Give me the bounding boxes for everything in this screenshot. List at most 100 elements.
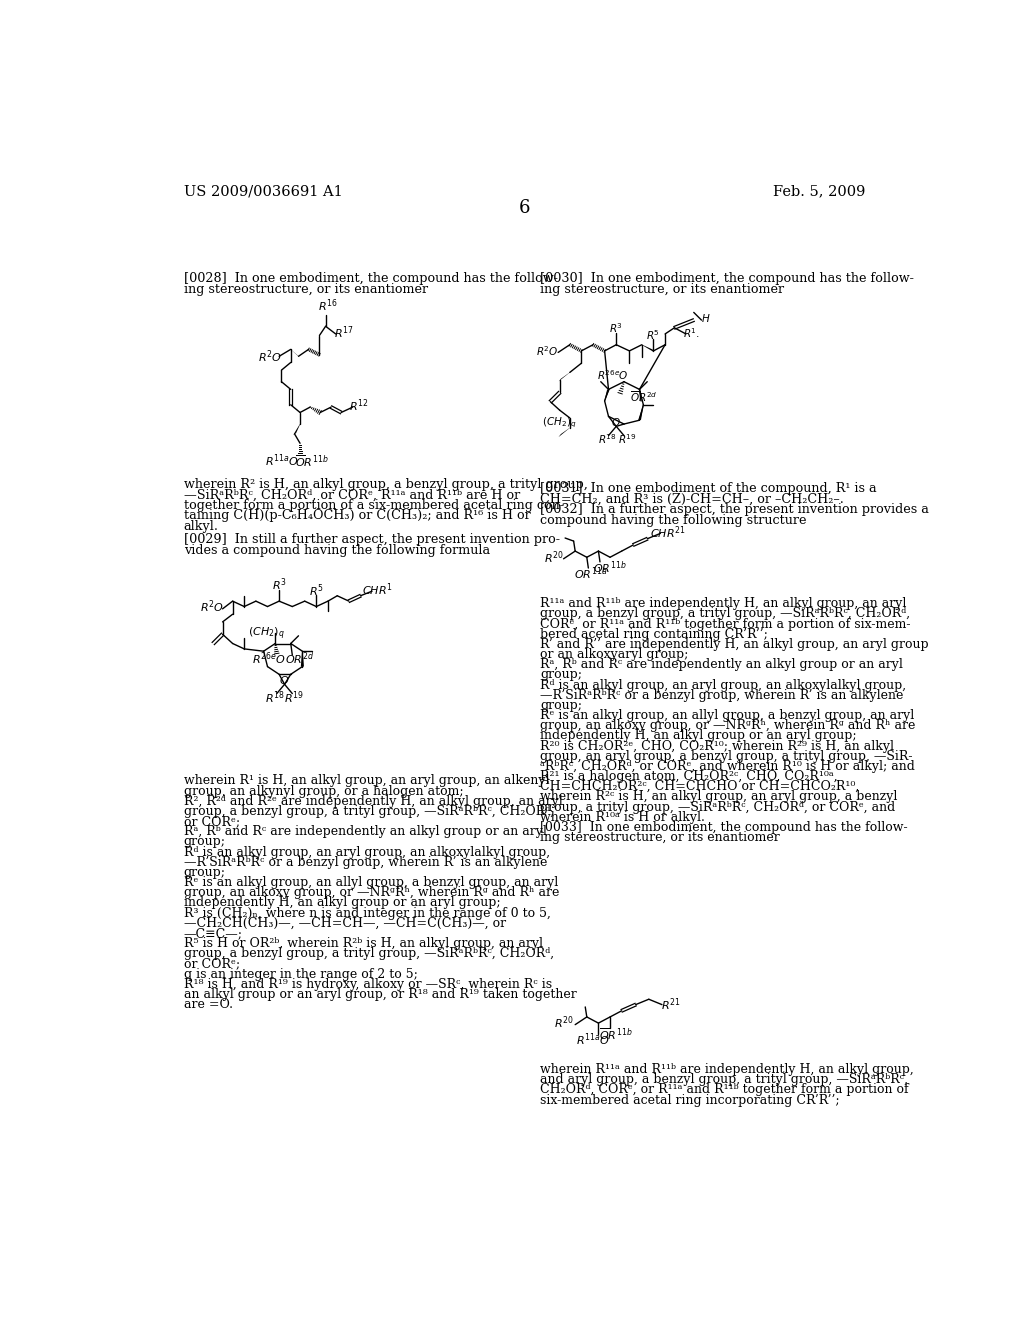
Text: are =O.: are =O. bbox=[183, 998, 232, 1011]
Text: $R^{11a}O$: $R^{11a}O$ bbox=[577, 1032, 610, 1048]
Text: wherein R¹⁰ᵃ is H or alkyl.: wherein R¹⁰ᵃ is H or alkyl. bbox=[541, 810, 706, 824]
Text: group, an alkynyl group, or a halogen atom;: group, an alkynyl group, or a halogen at… bbox=[183, 784, 464, 797]
Text: or an alkoxyaryl group;: or an alkoxyaryl group; bbox=[541, 648, 689, 661]
Text: R³ is (CH₂)ₙ, where n is and integer in the range of 0 to 5,: R³ is (CH₂)ₙ, where n is and integer in … bbox=[183, 907, 551, 920]
Text: wherein R¹ is H, an alkyl group, an aryl group, an alkenyl: wherein R¹ is H, an alkyl group, an aryl… bbox=[183, 775, 549, 788]
Text: wherein R²ᶜ is H, an alkyl group, an aryl group, a benzyl: wherein R²ᶜ is H, an alkyl group, an ary… bbox=[541, 791, 898, 804]
Text: group, a benzyl group, a trityl group, —SiRᵃRᵇRᶜ, CH₂ORᵈ,: group, a benzyl group, a trityl group, —… bbox=[183, 948, 554, 960]
Text: group, an alkoxy group, or —NRᵍRʰ, wherein Rᵍ and Rʰ are: group, an alkoxy group, or —NRᵍRʰ, where… bbox=[541, 719, 915, 733]
Text: together form a portion of a six-membered acetal ring con-: together form a portion of a six-membere… bbox=[183, 499, 564, 512]
Polygon shape bbox=[559, 372, 570, 381]
Text: $OR^{2d}$: $OR^{2d}$ bbox=[286, 651, 314, 667]
Text: R², R²ᵈ and R²ᵉ are independently H, an alkyl group, an aryl: R², R²ᵈ and R²ᵉ are independently H, an … bbox=[183, 795, 562, 808]
Text: 6: 6 bbox=[519, 199, 530, 216]
Polygon shape bbox=[638, 405, 644, 421]
Text: six-membered acetal ring incorporating CR’R’’;: six-membered acetal ring incorporating C… bbox=[541, 1094, 840, 1106]
Text: independently H, an alkyl group or an aryl group;: independently H, an alkyl group or an ar… bbox=[541, 730, 857, 742]
Text: taining C(H)(p-C₆H₄OCH₃) or C(CH₃)₂; and R¹⁶ is H or: taining C(H)(p-C₆H₄OCH₃) or C(CH₃)₂; and… bbox=[183, 510, 530, 523]
Text: —C≡C—;: —C≡C—; bbox=[183, 927, 243, 940]
Text: [0033]  In one embodiment, the compound has the follow-: [0033] In one embodiment, the compound h… bbox=[541, 821, 908, 834]
Text: group;: group; bbox=[183, 836, 226, 849]
Text: $OR^{11b}$: $OR^{11b}$ bbox=[593, 560, 627, 577]
Text: $\overline{O}R^{11b}$: $\overline{O}R^{11b}$ bbox=[295, 453, 329, 469]
Text: $R^{19}$: $R^{19}$ bbox=[284, 689, 304, 706]
Text: Rᵃ, Rᵇ and Rᶜ are independently an alkyl group or an aryl: Rᵃ, Rᵇ and Rᶜ are independently an alkyl… bbox=[183, 825, 547, 838]
Text: —R’SiRᵃRᵇRᶜ or a benzyl group, wherein R’ is an alkylene: —R’SiRᵃRᵇRᶜ or a benzyl group, wherein R… bbox=[183, 855, 547, 869]
Text: R²¹ is a halogen atom, CH₂OR²ᶜ, CHO, CO₂R¹⁰ᵃ,: R²¹ is a halogen atom, CH₂OR²ᶜ, CHO, CO₂… bbox=[541, 770, 838, 783]
Text: US 2009/0036691 A1: US 2009/0036691 A1 bbox=[183, 185, 343, 198]
Text: CH=CH₂, and R³ is (Z)-CH=CH–, or –CH₂CH₂–.: CH=CH₂, and R³ is (Z)-CH=CH–, or –CH₂CH₂… bbox=[541, 492, 844, 506]
Text: CH₂ORᵈ, CORᵉ, or R¹¹ᵃ and R¹¹ᵇ together form a portion of: CH₂ORᵈ, CORᵉ, or R¹¹ᵃ and R¹¹ᵇ together … bbox=[541, 1084, 909, 1097]
Text: $R^{3}$: $R^{3}$ bbox=[271, 577, 287, 593]
Text: independently H, an alkyl group or an aryl group;: independently H, an alkyl group or an ar… bbox=[183, 896, 501, 909]
Text: R¹¹ᵃ and R¹¹ᵇ are independently H, an alkyl group, an aryl: R¹¹ᵃ and R¹¹ᵇ are independently H, an al… bbox=[541, 598, 906, 610]
Text: or CORᵉ;: or CORᵉ; bbox=[183, 957, 240, 970]
Text: vides a compound having the following formula: vides a compound having the following fo… bbox=[183, 544, 489, 557]
Text: $(CH_{2})_{q}$: $(CH_{2})_{q}$ bbox=[248, 626, 285, 642]
Text: ing stereostructure, or its enantiomer: ing stereostructure, or its enantiomer bbox=[183, 282, 428, 296]
Text: —R’SiRᵃRᵇRᶜ or a benzyl group, wherein R’ is an alkylene: —R’SiRᵃRᵇRᶜ or a benzyl group, wherein R… bbox=[541, 689, 903, 702]
Text: Feb. 5, 2009: Feb. 5, 2009 bbox=[773, 185, 866, 198]
Text: ing stereostructure, or its enantiomer: ing stereostructure, or its enantiomer bbox=[541, 832, 780, 843]
Text: —CH₂CH(CH₃)—, —CH=CH—, —CH=C(CH₃)—, or: —CH₂CH(CH₃)—, —CH=CH—, —CH=C(CH₃)—, or bbox=[183, 916, 506, 929]
Text: $R^{5}$: $R^{5}$ bbox=[309, 582, 324, 599]
Text: $(CH_{2})_{q}$: $(CH_{2})_{q}$ bbox=[543, 416, 577, 430]
Text: ing stereostructure, or its enantiomer: ing stereostructure, or its enantiomer bbox=[541, 282, 784, 296]
Text: group, a benzyl group, a trityl group, —SiRᵃRᵇRᶜ, CH₂ORᵈ,: group, a benzyl group, a trityl group, —… bbox=[183, 805, 554, 818]
Text: $R^{26e}O$: $R^{26e}O$ bbox=[252, 651, 286, 667]
Text: group, an alkoxy group, or —NRᵍRʰ, wherein Rᵍ and Rʰ are: group, an alkoxy group, or —NRᵍRʰ, where… bbox=[183, 886, 559, 899]
Text: $R^{3}$: $R^{3}$ bbox=[609, 322, 624, 335]
Text: q is an integer in the range of 2 to 5;: q is an integer in the range of 2 to 5; bbox=[183, 968, 418, 981]
Text: bered acetal ring containing CR’R’’;: bered acetal ring containing CR’R’’; bbox=[541, 628, 768, 640]
Text: $R^{2}O$: $R^{2}O$ bbox=[536, 345, 559, 358]
Text: $O$: $O$ bbox=[611, 416, 622, 428]
Text: and aryl group, a benzyl group, a trityl group, —SiRᵃRᵇRᶜ,: and aryl group, a benzyl group, a trityl… bbox=[541, 1073, 908, 1086]
Text: $R^{17}$: $R^{17}$ bbox=[334, 325, 353, 342]
Polygon shape bbox=[301, 651, 304, 667]
Text: $R^{2}O$: $R^{2}O$ bbox=[258, 348, 282, 364]
Text: group, an aryl group, a benzyl group, a trityl group, —SiR-: group, an aryl group, a benzyl group, a … bbox=[541, 750, 912, 763]
Text: or CORᵉ;: or CORᵉ; bbox=[183, 814, 240, 828]
Text: $R^{18}$: $R^{18}$ bbox=[265, 689, 285, 706]
Text: compound having the following structure: compound having the following structure bbox=[541, 515, 807, 527]
Text: $R^{16}$: $R^{16}$ bbox=[318, 297, 338, 314]
Text: R⁵ is H or OR²ᵇ, wherein R²ᵇ is H, an alkyl group, an aryl: R⁵ is H or OR²ᵇ, wherein R²ᵇ is H, an al… bbox=[183, 937, 543, 950]
Text: wherein R² is H, an alkyl group, a benzyl group, a trityl group,: wherein R² is H, an alkyl group, a benzy… bbox=[183, 478, 588, 491]
Text: $O$: $O$ bbox=[280, 673, 290, 685]
Text: $CHR^{1}$: $CHR^{1}$ bbox=[362, 581, 393, 598]
Text: $R^{21}$: $R^{21}$ bbox=[660, 997, 680, 1012]
Text: $OR^{11a}$: $OR^{11a}$ bbox=[574, 566, 607, 582]
Text: $R^{5}$: $R^{5}$ bbox=[646, 327, 660, 342]
Polygon shape bbox=[642, 345, 654, 352]
Text: $R^{20}$: $R^{20}$ bbox=[545, 549, 564, 565]
Text: wherein R¹¹ᵃ and R¹¹ᵇ are independently H, an alkyl group,: wherein R¹¹ᵃ and R¹¹ᵇ are independently … bbox=[541, 1063, 914, 1076]
Text: group;: group; bbox=[183, 866, 226, 879]
Text: [0028]  In one embodiment, the compound has the follow-: [0028] In one embodiment, the compound h… bbox=[183, 272, 558, 285]
Text: ᵃRᵇRᶜ, CH₂ORᵈ, or CORᵉ, and wherein R¹⁰ is H or alkyl; and: ᵃRᵇRᶜ, CH₂ORᵈ, or CORᵉ, and wherein R¹⁰ … bbox=[541, 760, 915, 774]
Text: R¹⁸ is H, and R¹⁹ is hydroxy, alkoxy or —SRᶜ, wherein Rᶜ is: R¹⁸ is H, and R¹⁹ is hydroxy, alkoxy or … bbox=[183, 978, 552, 991]
Text: Rᵉ is an alkyl group, an allyl group, a benzyl group, an aryl: Rᵉ is an alkyl group, an allyl group, a … bbox=[183, 876, 558, 890]
Text: Rᵈ is an alkyl group, an aryl group, an alkoxylalkyl group,: Rᵈ is an alkyl group, an aryl group, an … bbox=[183, 846, 550, 858]
Text: CH=CHCH₂OR²ᶜ, CH=CHCHO or CH=CHCO₂R¹⁰,: CH=CHCH₂OR²ᶜ, CH=CHCHO or CH=CHCO₂R¹⁰, bbox=[541, 780, 859, 793]
Text: $\overline{O}R^{11b}$: $\overline{O}R^{11b}$ bbox=[599, 1026, 633, 1041]
Text: [0031]  In one embodiment of the compound, R¹ is a: [0031] In one embodiment of the compound… bbox=[541, 482, 877, 495]
Text: group;: group; bbox=[541, 668, 583, 681]
Text: $R^{11a}O$: $R^{11a}O$ bbox=[264, 453, 298, 470]
Text: CORᵉ, or R¹¹ᵃ and R¹¹ᵇ together form a portion of six-mem-: CORᵉ, or R¹¹ᵃ and R¹¹ᵇ together form a p… bbox=[541, 618, 910, 631]
Polygon shape bbox=[291, 348, 300, 358]
Polygon shape bbox=[604, 389, 610, 401]
Text: R²⁰ is CH₂OR²ᵉ, CHO, CO₂R¹⁰; wherein R²⁹ is H, an alkyl: R²⁰ is CH₂OR²ᵉ, CHO, CO₂R¹⁰; wherein R²⁹… bbox=[541, 739, 894, 752]
Text: $H$: $H$ bbox=[700, 312, 710, 323]
Text: [0030]  In one embodiment, the compound has the follow-: [0030] In one embodiment, the compound h… bbox=[541, 272, 914, 285]
Text: $R^{18}$: $R^{18}$ bbox=[598, 433, 616, 446]
Text: $\overline{O}R^{2d}$: $\overline{O}R^{2d}$ bbox=[630, 389, 657, 404]
Text: $R^{20}$: $R^{20}$ bbox=[554, 1015, 574, 1031]
Text: R’ and R’’ are independently H, an alkyl group, an aryl group: R’ and R’’ are independently H, an alkyl… bbox=[541, 638, 929, 651]
Text: group, a trityl group, —SiRᵃRᵇRᶜ, CH₂ORᵈ, or CORᵉ, and: group, a trityl group, —SiRᵃRᵇRᶜ, CH₂ORᵈ… bbox=[541, 800, 896, 813]
Text: group;: group; bbox=[541, 700, 583, 711]
Text: $R^{26e}O$: $R^{26e}O$ bbox=[597, 368, 629, 383]
Text: Rᵉ is an alkyl group, an allyl group, a benzyl group, an aryl: Rᵉ is an alkyl group, an allyl group, a … bbox=[541, 709, 914, 722]
Text: —SiRᵃRᵇRᶜ, CH₂ORᵈ, or CORᵉ, R¹¹ᵃ and R¹¹ᵇ are H or: —SiRᵃRᵇRᶜ, CH₂ORᵈ, or CORᵉ, R¹¹ᵃ and R¹¹… bbox=[183, 488, 520, 502]
Text: [0029]  In still a further aspect, the present invention pro-: [0029] In still a further aspect, the pr… bbox=[183, 533, 560, 546]
Text: [0032]  In a further aspect, the present invention provides a: [0032] In a further aspect, the present … bbox=[541, 503, 929, 516]
